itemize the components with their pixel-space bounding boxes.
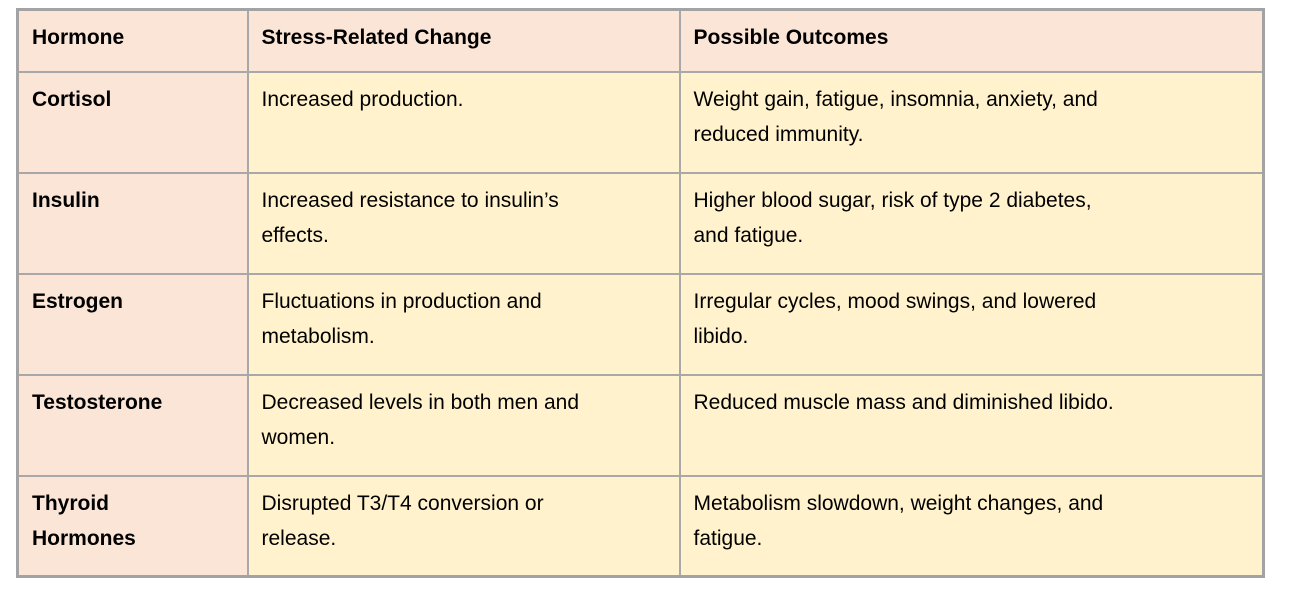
column-header-hormone: Hormone bbox=[16, 8, 249, 73]
cell-hormone: Thyroid Hormones bbox=[16, 474, 249, 578]
cell-outcomes: Higher blood sugar, risk of type 2 diabe… bbox=[678, 171, 1265, 275]
cell-outcomes: Reduced muscle mass and diminished libid… bbox=[678, 373, 1265, 477]
cell-change: Disrupted T3/T4 conversion or release. bbox=[246, 474, 681, 578]
table-row-insulin: Insulin Increased resistance to insulin’… bbox=[16, 171, 1265, 275]
cell-hormone: Estrogen bbox=[16, 272, 249, 376]
cell-outcomes: Weight gain, fatigue, insomnia, anxiety,… bbox=[678, 70, 1265, 174]
cell-outcomes: Metabolism slowdown, weight changes, and… bbox=[678, 474, 1265, 578]
cell-change: Decreased levels in both men and women. bbox=[246, 373, 681, 477]
table-row-cortisol: Cortisol Increased production. Weight ga… bbox=[16, 70, 1265, 174]
cell-outcomes: Irregular cycles, mood swings, and lower… bbox=[678, 272, 1265, 376]
table-header: Hormone Stress-Related Change Possible O… bbox=[16, 8, 1265, 73]
table-row-testosterone: Testosterone Decreased levels in both me… bbox=[16, 373, 1265, 477]
header-row: Hormone Stress-Related Change Possible O… bbox=[16, 8, 1265, 73]
cell-hormone: Testosterone bbox=[16, 373, 249, 477]
cell-hormone: Cortisol bbox=[16, 70, 249, 174]
table-body: Cortisol Increased production. Weight ga… bbox=[16, 70, 1265, 578]
cell-change: Increased production. bbox=[246, 70, 681, 174]
cell-change: Fluctuations in production and metabolis… bbox=[246, 272, 681, 376]
table-row-estrogen: Estrogen Fluctuations in production and … bbox=[16, 272, 1265, 376]
column-header-stress-related-change: Stress-Related Change bbox=[246, 8, 681, 73]
cell-hormone: Insulin bbox=[16, 171, 249, 275]
cell-change: Increased resistance to insulin’s effect… bbox=[246, 171, 681, 275]
column-header-possible-outcomes: Possible Outcomes bbox=[678, 8, 1265, 73]
table-row-thyroid-hormones: Thyroid Hormones Disrupted T3/T4 convers… bbox=[16, 474, 1265, 578]
hormone-stress-table: Hormone Stress-Related Change Possible O… bbox=[16, 8, 1265, 578]
